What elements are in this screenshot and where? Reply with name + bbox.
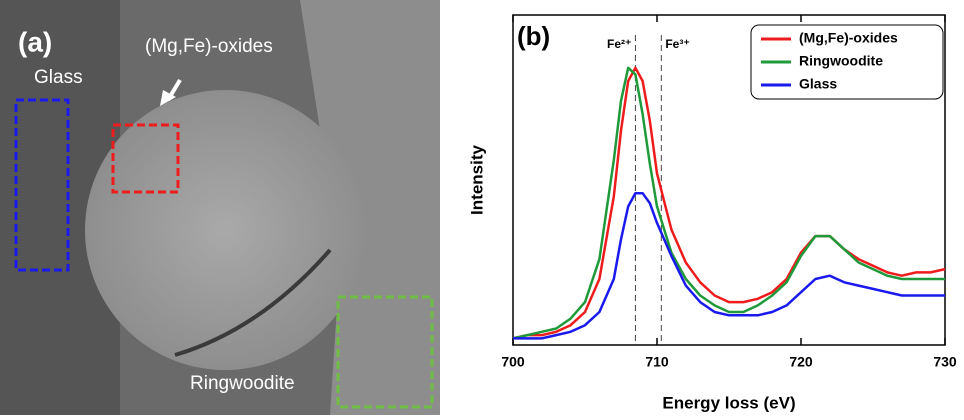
reference-label: Fe³⁺ xyxy=(665,37,689,51)
x-tick-label: 700 xyxy=(501,354,525,370)
annotation: (Mg,Fe)-oxides xyxy=(145,36,273,57)
legend-label: Ringwoodite xyxy=(799,53,883,69)
annotation: Glass xyxy=(34,67,83,88)
series-line xyxy=(513,191,945,340)
panel-label: (a) xyxy=(18,26,52,57)
reference-label: Fe²⁺ xyxy=(607,37,631,51)
x-tick-label: 720 xyxy=(789,354,813,370)
grain xyxy=(85,90,365,370)
y-axis-label: Intensity xyxy=(467,145,486,215)
x-tick-label: 710 xyxy=(645,354,669,370)
series-line xyxy=(512,66,945,340)
glass-box xyxy=(14,98,70,272)
legend-label: Glass xyxy=(799,76,837,92)
grain-edge xyxy=(174,248,332,357)
oxide-box xyxy=(111,123,180,194)
legend-box xyxy=(750,24,944,100)
panel-label: (b) xyxy=(517,21,550,51)
arrow-head xyxy=(160,90,176,106)
ringwoodite-region xyxy=(300,0,440,415)
x-tick-label: 730 xyxy=(933,354,957,370)
ringwoodite-box xyxy=(336,295,434,409)
legend-label: (Mg,Fe)-oxides xyxy=(799,30,898,46)
micrograph-panel: (a) (Mg,Fe)-oxides Glass Ringwoodite xyxy=(0,0,440,415)
annotation: Ringwoodite xyxy=(190,373,295,394)
plot-frame xyxy=(512,14,946,346)
x-axis-label: Energy loss (eV) xyxy=(662,393,795,412)
series-line xyxy=(512,66,946,340)
